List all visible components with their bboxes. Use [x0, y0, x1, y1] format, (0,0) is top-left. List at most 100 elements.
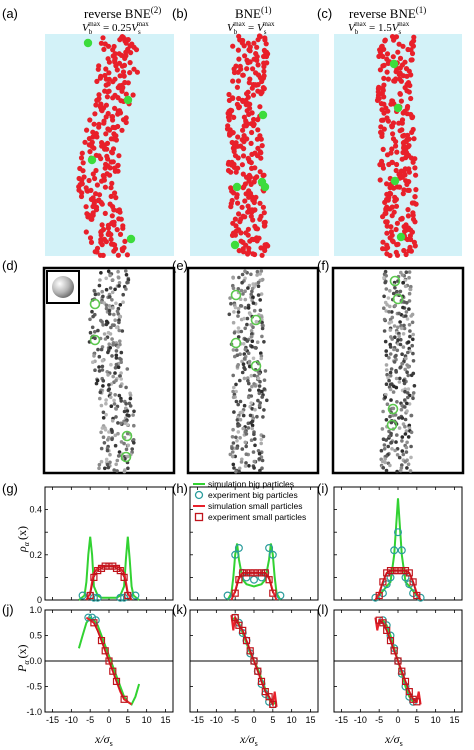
small-particle	[247, 238, 253, 244]
grey-particle	[96, 292, 101, 296]
grey-particle	[233, 354, 237, 359]
small-particle	[95, 66, 101, 72]
grey-particle	[109, 404, 114, 409]
grey-particle	[114, 462, 118, 467]
legend-swatch-exp-big	[194, 490, 204, 500]
small-particle	[260, 204, 266, 210]
grey-particle	[394, 370, 399, 374]
grey-particle	[407, 270, 412, 274]
x-tick-label: 0	[395, 715, 400, 725]
grey-particle	[125, 409, 130, 413]
tracked-big-particle	[120, 451, 132, 463]
data-point-square	[109, 562, 117, 570]
grey-particle	[256, 398, 260, 403]
grey-particle	[105, 448, 110, 453]
x-tick-label: -15	[46, 715, 59, 725]
grey-particle	[101, 379, 106, 383]
data-point-square	[261, 687, 269, 696]
grey-particle	[102, 332, 107, 336]
grey-particle	[396, 338, 400, 342]
grey-particle	[231, 454, 235, 459]
legend-label-sim-big: simulation big particles	[208, 479, 294, 489]
data-point-square	[383, 626, 391, 635]
grey-particle	[117, 320, 121, 325]
grey-particle	[114, 325, 119, 330]
small-particle	[405, 213, 411, 219]
small-particle	[240, 153, 247, 159]
small-particle	[112, 105, 118, 111]
small-particle	[384, 230, 390, 236]
grey-particle	[132, 423, 136, 428]
small-particle	[383, 246, 389, 252]
data-point-circle	[231, 550, 240, 559]
small-particle	[393, 226, 399, 233]
data-point-square	[235, 621, 243, 629]
grey-particle	[228, 452, 233, 457]
small-particle	[257, 200, 263, 206]
small-particle	[409, 129, 415, 135]
grey-particle	[400, 439, 404, 443]
small-particle	[93, 207, 100, 213]
small-particle	[401, 247, 407, 254]
data-point-circle	[265, 543, 274, 552]
grey-particle	[124, 447, 129, 452]
grey-particle	[118, 342, 122, 347]
grey-particle	[113, 371, 117, 375]
grey-particle	[254, 319, 259, 324]
grey-particle	[259, 441, 264, 446]
small-particle	[90, 171, 96, 177]
grey-particle	[119, 357, 123, 362]
small-particle	[100, 252, 106, 258]
small-particle	[93, 102, 99, 108]
small-particle	[108, 185, 114, 191]
small-particle	[380, 53, 386, 60]
grey-particle	[93, 330, 97, 334]
grey-particle	[411, 351, 415, 356]
small-particle	[263, 41, 269, 47]
grey-particle	[404, 356, 408, 361]
equation-b: Vbmax = Vsmax	[227, 20, 275, 36]
grey-particle	[126, 443, 131, 448]
grey-particle	[236, 335, 241, 339]
x-tick-label: -5	[231, 715, 239, 725]
data-point-circle	[276, 591, 285, 600]
small-particle	[398, 98, 404, 104]
grey-particle	[243, 464, 248, 468]
grey-particle	[234, 435, 238, 440]
grey-particle	[90, 309, 94, 314]
grey-particle	[259, 269, 264, 273]
data-point-circle	[234, 543, 243, 552]
small-particle	[79, 150, 85, 156]
grey-particle	[250, 289, 254, 294]
grey-particle	[97, 466, 101, 471]
grey-particle	[250, 407, 254, 411]
small-particle	[399, 127, 405, 133]
simulation-particles	[76, 33, 419, 259]
grey-particle	[117, 450, 122, 454]
small-particle	[381, 126, 387, 132]
y-tick-label: 0.2	[29, 550, 42, 560]
grey-particle	[403, 432, 408, 436]
small-particle	[234, 84, 240, 90]
grey-particle	[234, 469, 238, 474]
data-point-square	[250, 569, 258, 577]
data-point-square	[242, 636, 251, 645]
grey-particle	[410, 320, 415, 325]
grey-particle	[229, 301, 233, 306]
grey-particle	[407, 426, 412, 430]
grey-particle	[239, 329, 244, 334]
small-particle	[120, 69, 127, 75]
grey-particle	[128, 393, 133, 398]
grey-particle	[260, 389, 264, 394]
small-particle	[105, 126, 111, 132]
small-particle	[250, 123, 257, 129]
small-particle	[110, 117, 116, 123]
small-particle	[261, 68, 267, 74]
small-particle	[251, 56, 257, 62]
small-particle	[380, 63, 386, 69]
grey-particle	[386, 444, 391, 449]
grey-particle	[405, 370, 409, 375]
small-particle	[377, 67, 383, 73]
small-particle	[88, 239, 95, 245]
grey-particle	[97, 369, 102, 373]
